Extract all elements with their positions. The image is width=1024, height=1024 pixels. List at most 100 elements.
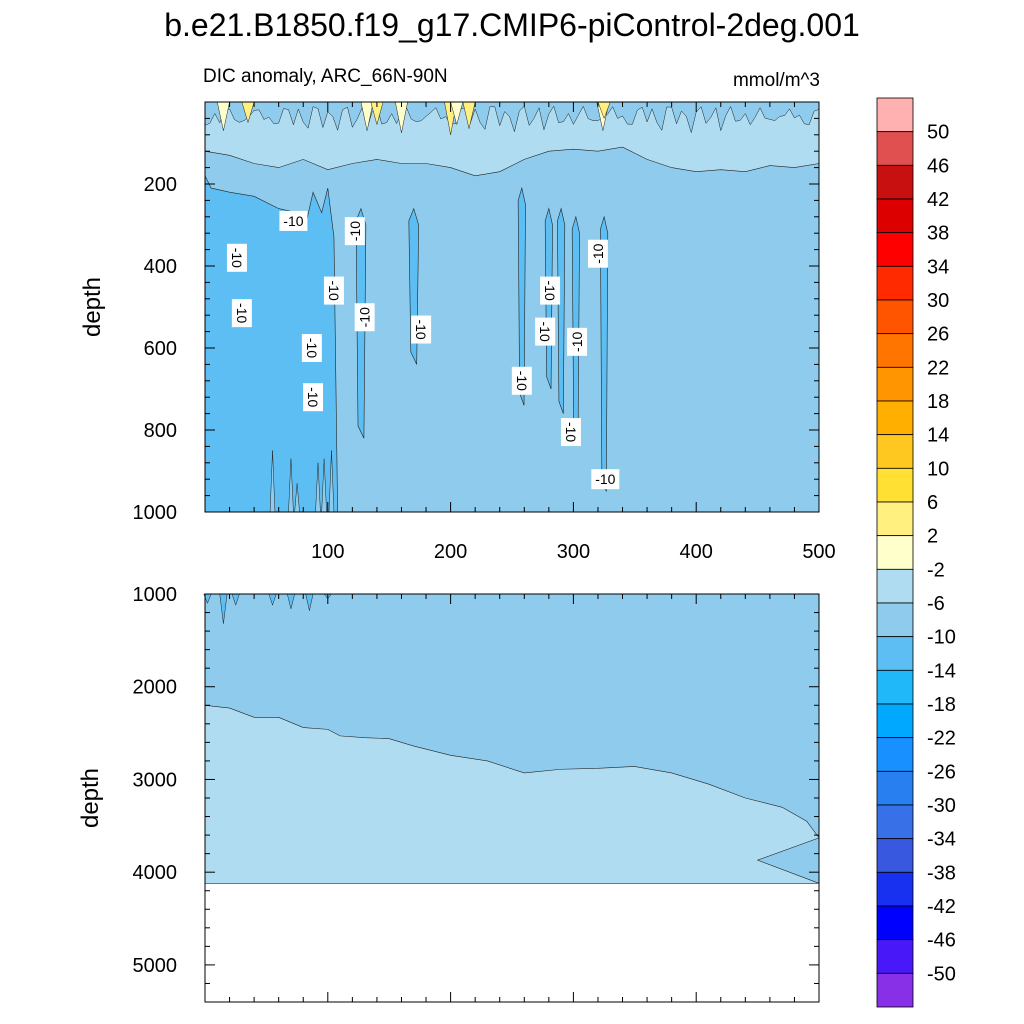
colorbar-label: 14 — [927, 425, 949, 447]
contour-label-bg — [511, 366, 532, 395]
contour-label-text: -10 — [569, 332, 585, 352]
contour-label: -10 — [323, 276, 344, 305]
colorbar-label: 22 — [927, 357, 949, 379]
contour-label-bg — [535, 317, 556, 346]
contour-label-text: -10 — [537, 321, 553, 341]
x-tick-label: 300 — [557, 541, 590, 563]
colorbar-swatch — [876, 939, 914, 974]
contour-label-text: -10 — [590, 243, 606, 263]
x-tick-label: 200 — [434, 541, 467, 563]
contour-label-bg — [411, 315, 432, 344]
colorbar-label: -30 — [927, 795, 956, 817]
contour-label-text: -10 — [304, 338, 320, 358]
contour-label-bg — [323, 276, 344, 305]
contour-label: -10 — [535, 317, 556, 346]
top-plume — [600, 215, 609, 492]
colorbar-label: 6 — [927, 492, 938, 514]
contour-label: -10 — [303, 383, 324, 412]
subtitle-left: DIC anomaly, ARC_66N-90N — [203, 66, 448, 87]
y-tick-label: 200 — [144, 174, 177, 196]
bottom-panel: 1000 2000 3000 4000 5000 depth — [77, 584, 820, 1003]
colorbar-swatch — [876, 871, 914, 907]
contour-label: -10 — [587, 239, 608, 268]
contour-label-text: -10 — [413, 319, 429, 339]
colorbar-label: -38 — [927, 862, 956, 884]
subtitle-right: mmol/m^3 — [733, 70, 820, 91]
colorbar-label: -26 — [927, 761, 956, 783]
contour-label-bg — [231, 299, 252, 328]
contour-label-text: -10 — [326, 280, 342, 300]
y-tick-label: 1000 — [133, 502, 178, 524]
y-tick-label: 5000 — [133, 955, 178, 977]
colorbar-label: -10 — [927, 627, 956, 649]
contour-label-text: -10 — [514, 371, 530, 391]
colorbar-swatch — [876, 198, 914, 234]
colorbar-label: -34 — [927, 829, 956, 851]
bottom-ylabel: depth — [77, 768, 104, 828]
top-plume — [571, 215, 580, 435]
colorbar-swatch — [876, 434, 914, 469]
colorbar-swatch — [876, 164, 914, 200]
contour-label-text: -10 — [234, 303, 250, 323]
contour-label-bg — [279, 210, 308, 231]
y-tick-label: 400 — [144, 256, 177, 278]
colorbar-label: 50 — [927, 122, 949, 144]
colorbar-label: -18 — [927, 694, 956, 716]
contour-label-text: -10 — [229, 248, 245, 268]
colorbar-label: 2 — [927, 526, 938, 548]
colorbar-swatch — [876, 535, 914, 570]
colorbar-swatch — [876, 299, 914, 335]
contour-label-text: -10 — [283, 213, 303, 229]
top-panel-frame — [204, 101, 820, 513]
contour-label: -10 — [226, 243, 247, 272]
contour-label: -10 — [591, 469, 620, 490]
contour-label-text: -10 — [305, 387, 321, 407]
colorbar-label: 18 — [927, 391, 949, 413]
colorbar-swatch — [876, 737, 914, 772]
top-panel: -10-10-10-10-10-10-10-10-10-10-10-10-10-… — [79, 101, 836, 563]
colorbar-swatch — [876, 366, 914, 402]
contour-label: -10 — [511, 366, 532, 395]
y-tick-label: 4000 — [133, 862, 178, 884]
x-tick-label: 500 — [802, 541, 835, 563]
colorbar-swatch — [876, 669, 914, 705]
contour-label-bg — [591, 469, 620, 490]
contour-label-bg — [303, 383, 324, 412]
colorbar-swatch — [876, 568, 914, 604]
colorbar-label: -22 — [927, 728, 956, 750]
colorbar: 50 46 42 38 34 30 26 22 18 14 10 6 2 -2 -6 -10 -14 -18 -22… — [876, 97, 956, 1008]
contour-label-text: -10 — [347, 221, 363, 241]
top-contour-labels: -10-10-10-10-10-10-10-10-10-10-10-10-10-… — [226, 210, 620, 490]
colorbar-swatch — [876, 838, 914, 873]
colorbar-swatch — [876, 636, 914, 671]
top-surface-band — [204, 101, 820, 177]
colorbar-swatch — [876, 804, 914, 840]
colorbar-swatch — [876, 972, 914, 1008]
x-tick-label: 100 — [311, 541, 344, 563]
contour-label-bg — [344, 217, 365, 246]
top-plume — [557, 207, 566, 414]
colorbar-swatch — [876, 131, 914, 166]
contour-label-bg — [560, 418, 581, 447]
colorbar-label: -6 — [927, 593, 945, 615]
bottom-panel-fill — [203, 593, 820, 884]
y-tick-label: 600 — [144, 338, 177, 360]
colorbar-swatch — [876, 333, 914, 368]
contour-label-bg — [540, 276, 561, 305]
chart-title: b.e21.B1850.f19_g17.CMIP6-piControl-2deg… — [164, 7, 860, 43]
top-surface-jagged — [204, 101, 820, 134]
colorbar-label: 42 — [927, 189, 949, 211]
colorbar-swatch — [876, 703, 914, 739]
colorbar-swatch — [876, 265, 914, 301]
colorbar-label: 34 — [927, 256, 949, 278]
top-panel-ticks: 100 200 300 400 500 200 400 600 800 1000 — [133, 102, 836, 563]
contour-label-text: -10 — [542, 280, 558, 300]
contour-label: -10 — [279, 210, 308, 231]
contour-label: -10 — [301, 334, 322, 362]
bottom-panel-ticks: 1000 2000 3000 4000 5000 — [133, 584, 820, 1002]
contour-label: -10 — [540, 276, 561, 305]
contour-label-text: -10 — [357, 307, 373, 327]
colorbar-label: 26 — [927, 324, 949, 346]
colorbar-swatch — [876, 602, 914, 638]
